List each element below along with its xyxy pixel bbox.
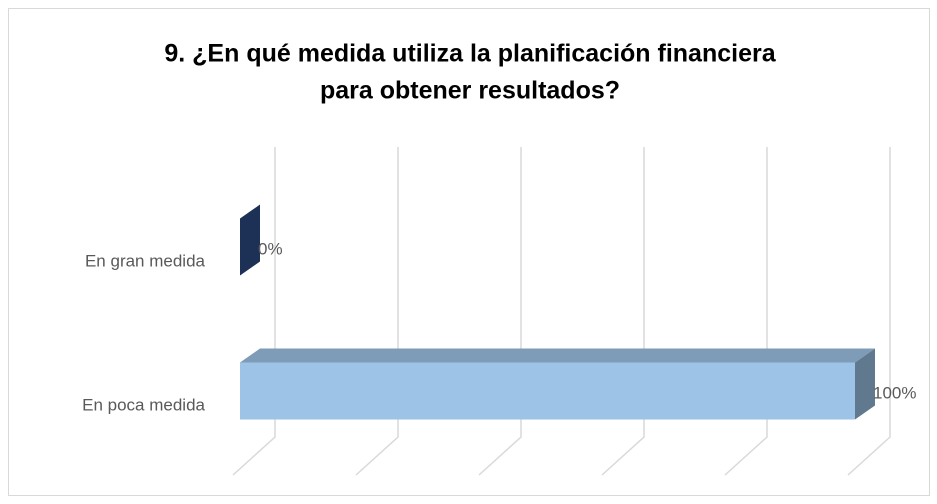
category-label: En gran medida	[85, 251, 206, 270]
grid-line	[601, 147, 645, 476]
category-label: En poca medida	[82, 395, 205, 414]
grid-line	[232, 147, 276, 476]
value-label: 100%	[873, 383, 916, 402]
value-label: 0%	[258, 239, 283, 258]
bar-front	[240, 362, 855, 420]
grid-line	[478, 147, 522, 476]
chart-title: 9. ¿En qué medida utiliza la planificaci…	[164, 40, 776, 68]
bar-top	[240, 348, 875, 363]
bar-side	[240, 204, 260, 276]
bar-side	[855, 348, 875, 420]
grid-line	[355, 147, 399, 476]
grid-line	[724, 147, 768, 476]
grid-line	[847, 147, 891, 476]
chart-title: para obtener resultados?	[320, 77, 620, 105]
